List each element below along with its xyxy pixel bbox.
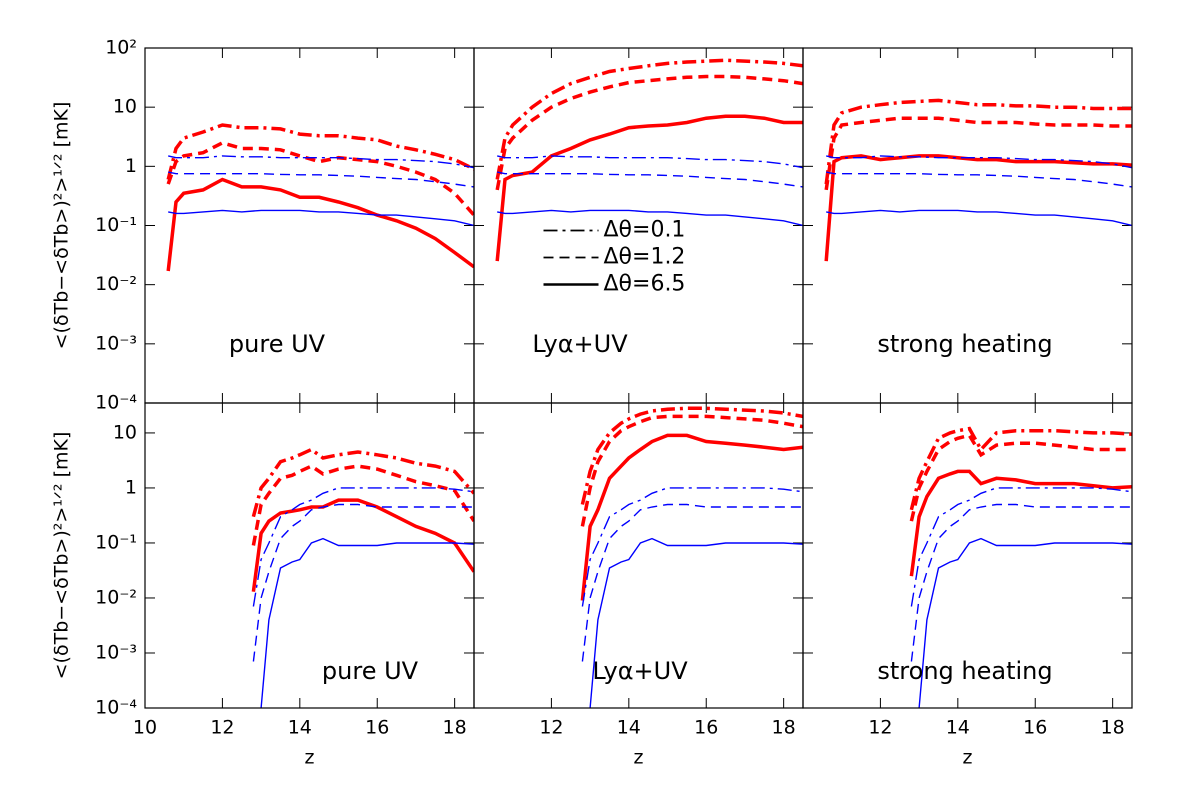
line-series [581,503,803,662]
y-axis-label: <(δTb−<δTb>)²>¹ᐟ² [mK] [51,102,73,350]
panel-label: Lyα+UV [532,330,628,358]
line-series [495,58,803,180]
y-tick-label: 10⁻² [95,586,137,608]
x-tick-label: 14 [617,717,641,739]
line-series [260,537,474,708]
panel-label: strong heating [877,657,1052,685]
y-axis-label: <(δTb−<δTb>)²>¹ᐟ² [mK] [51,432,73,680]
panel-label: pure UV [229,330,326,358]
line-series [497,209,803,227]
legend-label: Δθ=0.1 [604,218,686,243]
y-tick-label: 10 [113,96,137,118]
plot-area [166,123,474,272]
panel-label: strong heating [877,330,1052,358]
legend-label: Δθ=1.2 [604,245,686,270]
line-series [495,74,803,191]
x-axis-label: z [634,747,644,769]
line-series [168,209,474,227]
line-series [824,116,1132,191]
line-series [824,154,1132,262]
plot-area [580,406,803,708]
y-tick-label: 10⁻¹ [95,531,137,553]
x-tick-label: 12 [210,717,234,739]
line-series [580,414,803,527]
line-series [909,433,1132,522]
line-series [918,537,1132,708]
legend-label: Δθ=6.5 [604,272,686,297]
line-series [909,426,1132,511]
line-series [580,406,803,505]
x-tick-label: 10 [133,717,157,739]
line-series [252,487,474,607]
y-tick-label: 1 [125,476,137,498]
line-series [826,209,1132,227]
line-series [497,171,803,188]
line-series [251,498,474,592]
line-series [826,155,1132,169]
x-tick-label: 18 [772,717,796,739]
y-tick-label: 10⁻¹ [95,214,137,236]
line-series [910,503,1132,662]
x-axis-label: z [963,747,973,769]
line-series [589,537,803,708]
line-series [166,177,474,272]
y-tick-label: 1 [125,155,137,177]
line-series [581,487,803,607]
x-tick-label: 16 [694,717,718,739]
line-series [168,155,474,169]
x-axis-label: z [305,747,315,769]
x-tick-label: 18 [1101,717,1125,739]
panel-label: Lyα+UV [592,657,688,685]
plot-area [495,58,803,262]
line-series [495,114,803,262]
line-series [166,140,474,217]
y-tick-label: 10⁻³ [95,641,137,663]
y-tick-label: 10² [105,37,137,59]
panel-label: pure UV [322,657,419,685]
line-series [252,503,474,662]
x-tick-label: 12 [539,717,563,739]
y-tick-label: 10⁻³ [95,332,137,354]
line-series [251,447,474,518]
line-series [580,433,803,601]
y-tick-label: 10⁻⁴ [95,697,137,719]
x-tick-label: 16 [365,717,389,739]
line-series [826,171,1132,188]
x-tick-label: 14 [288,717,312,739]
line-series [910,487,1132,607]
plot-area [251,447,474,708]
line-series [497,155,803,169]
x-tick-label: 14 [946,717,970,739]
x-tick-label: 12 [868,717,892,739]
line-series [166,123,474,180]
y-tick-label: 10⁻⁴ [95,392,137,414]
line-series [251,464,474,546]
plot-area [909,426,1132,708]
y-tick-label: 10 [113,421,137,443]
line-series [824,98,1132,185]
panel-frame [802,402,1133,709]
y-tick-label: 10⁻² [95,273,137,295]
x-tick-label: 18 [443,717,467,739]
line-series [909,469,1132,577]
x-tick-label: 16 [1023,717,1047,739]
plot-area [824,98,1132,262]
